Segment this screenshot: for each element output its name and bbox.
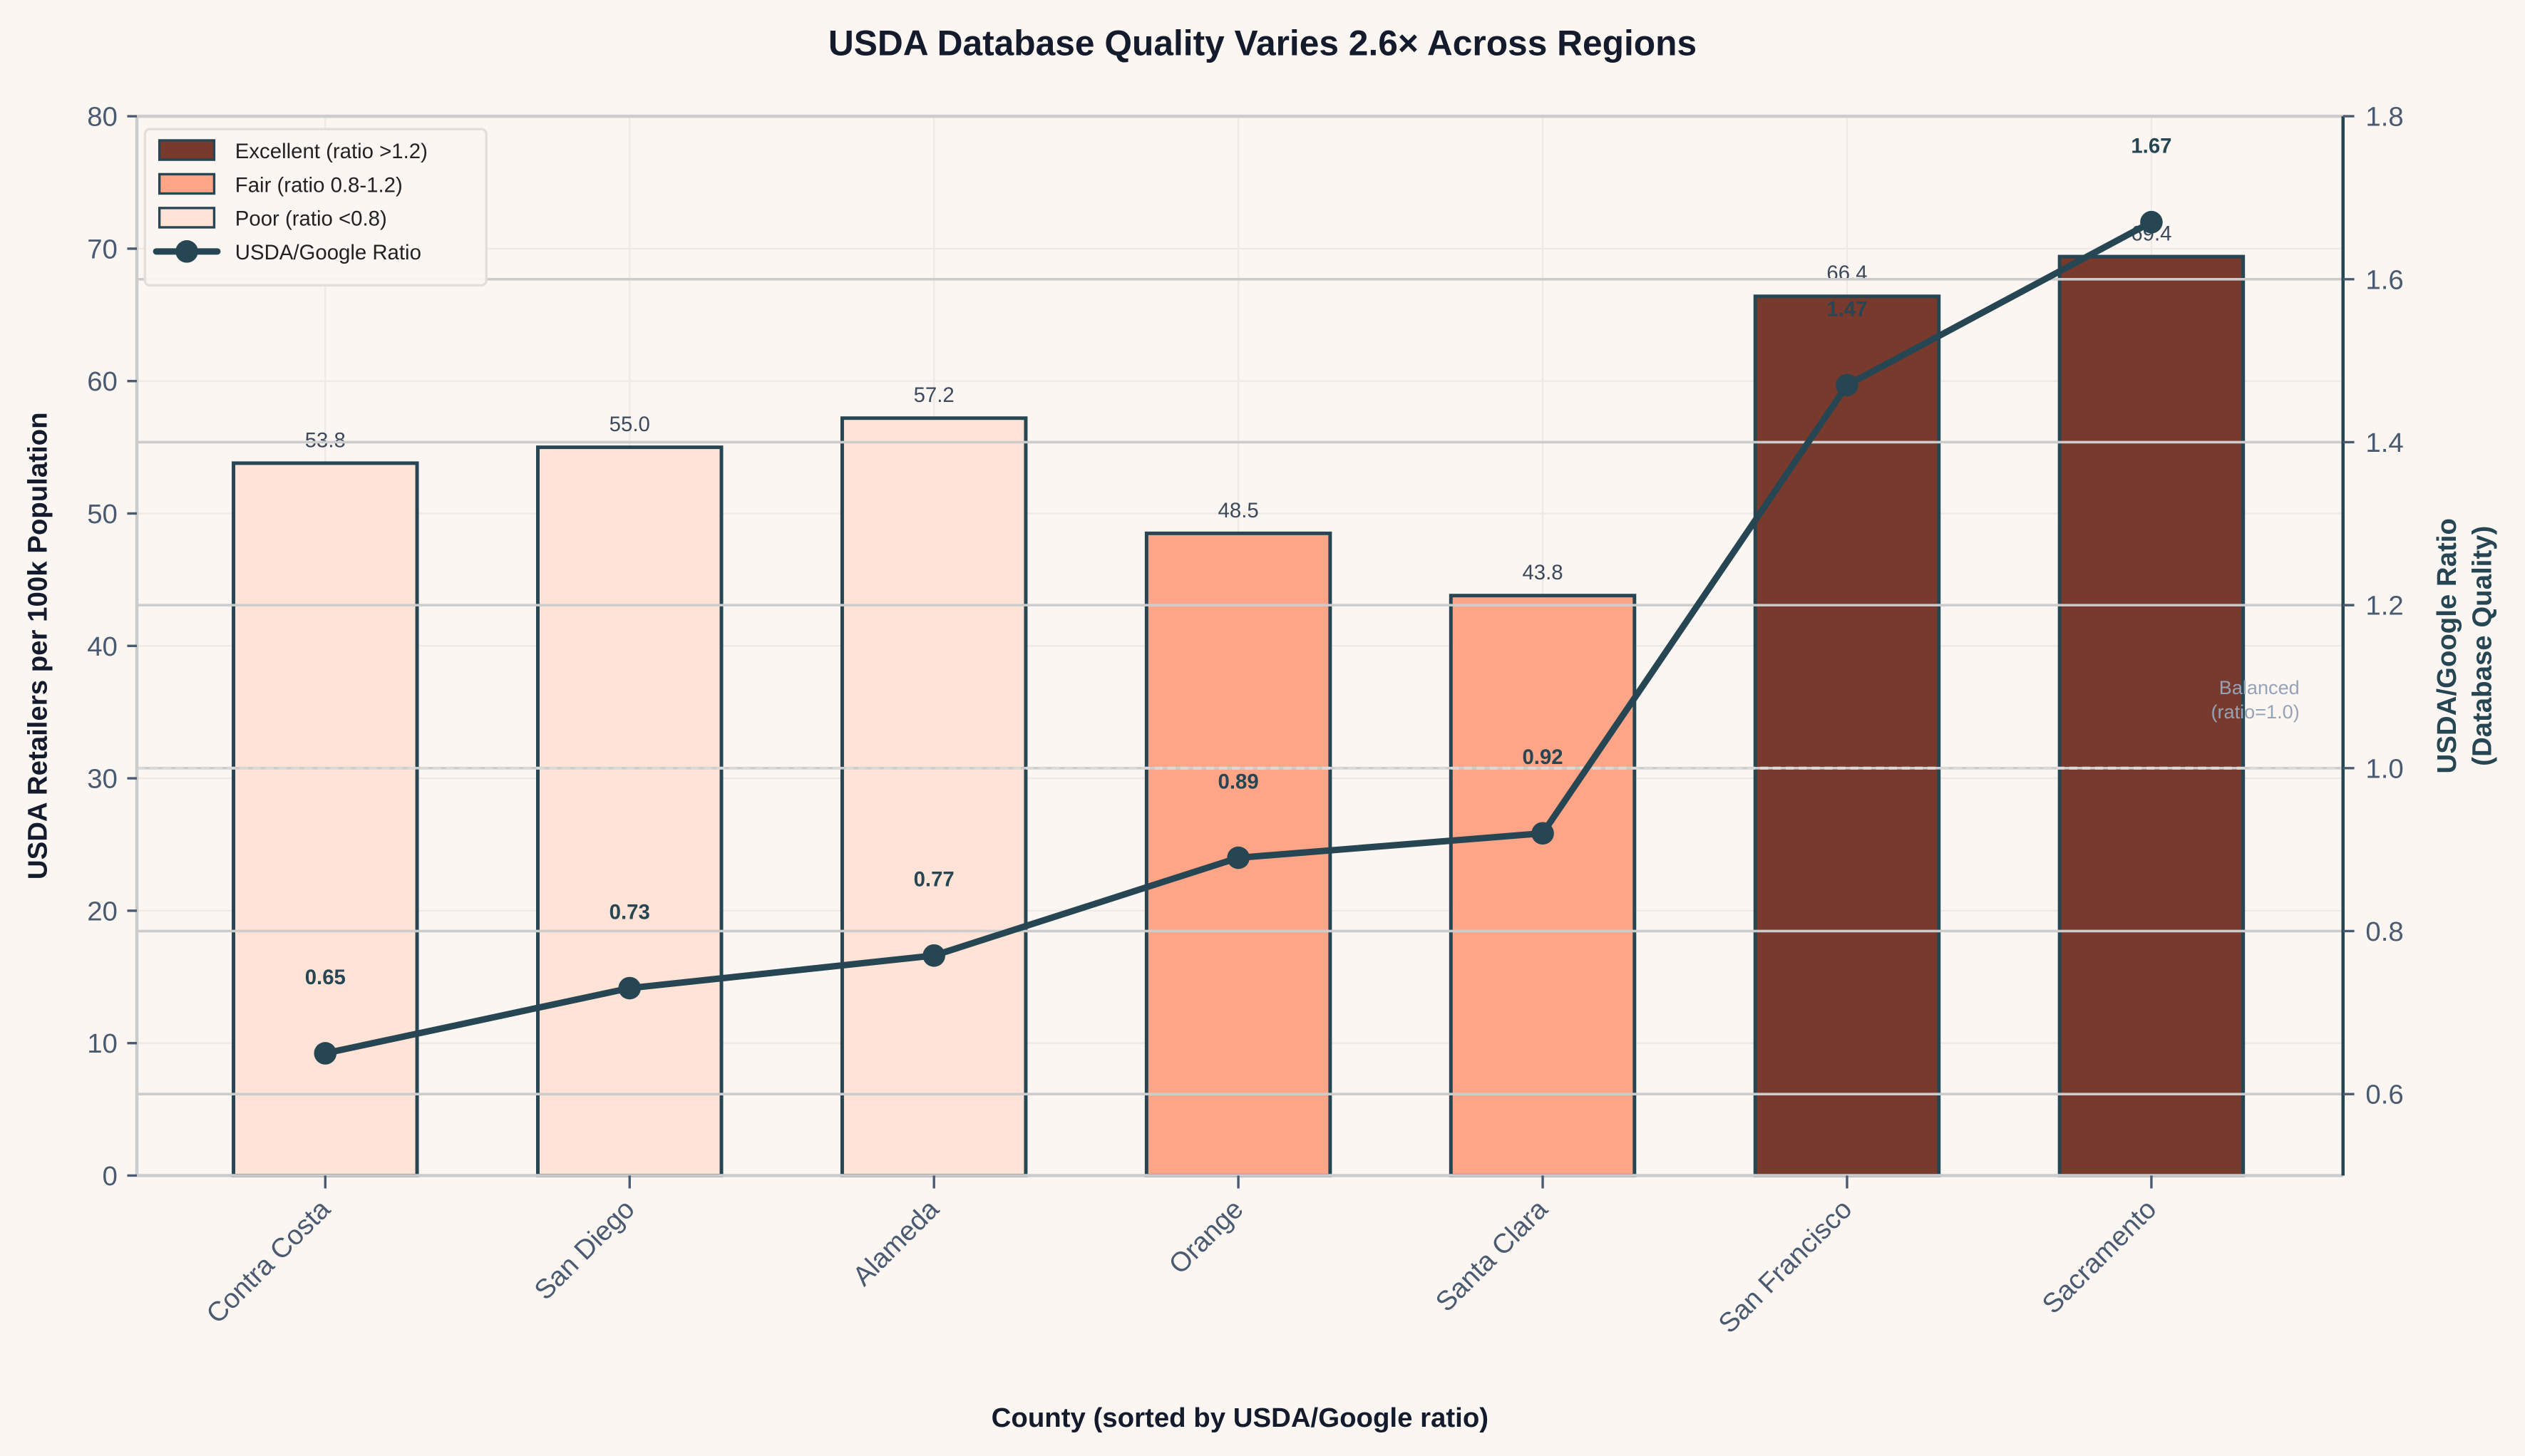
bars: 53.855.057.248.543.866.469.4 xyxy=(232,222,2246,1177)
x-tick-label: San Diego xyxy=(528,1194,640,1306)
ratio-value-label: 0.73 xyxy=(610,900,650,924)
legend-label-excellent: Excellent (ratio >1.2) xyxy=(235,140,428,163)
ratio-line-group: 0.65 0.73 0.77 0.89 0.92 1.47 1.67 xyxy=(137,115,2343,1095)
y-tick-label: 80 xyxy=(87,102,118,133)
x-tick-label: Sacramento xyxy=(2037,1194,2163,1320)
y2-axis-label-line1: USDA/Google Ratio xyxy=(2432,518,2462,773)
y-tick-label: 70 xyxy=(87,234,118,264)
ratio-point xyxy=(618,976,642,1000)
y2-tick-label: 1.4 xyxy=(2365,428,2403,458)
legend-label-line: USDA/Google Ratio xyxy=(235,241,421,264)
y-tick-label: 50 xyxy=(87,499,118,530)
ratio-value-label: 1.47 xyxy=(1826,297,1867,321)
y-tick-label: 20 xyxy=(87,896,118,926)
ratio-value-label: 0.92 xyxy=(1522,745,1563,769)
y2-tick-label: 0.6 xyxy=(2365,1080,2403,1110)
bar-alameda xyxy=(840,416,1028,1177)
bar-value-label: 57.2 xyxy=(914,383,955,407)
y-tick-label: 0 xyxy=(103,1161,118,1192)
x-tick-label: Contra Costa xyxy=(200,1194,336,1330)
legend-marker xyxy=(175,240,198,263)
reference-line-label-2: (ratio=1.0) xyxy=(2211,701,2300,723)
y-tick-label: 40 xyxy=(87,631,118,662)
ratio-value-label: 0.89 xyxy=(1218,770,1259,793)
ratio-point xyxy=(1531,822,1554,845)
bar-santa-clara xyxy=(1449,594,1637,1177)
bar-san-diego xyxy=(535,445,724,1177)
bar-value-label: 48.5 xyxy=(1218,499,1259,522)
ratio-value-label: 0.77 xyxy=(914,868,955,892)
ratio-point xyxy=(922,944,945,967)
bar-sacramento xyxy=(2057,254,2246,1177)
x-tick-label: San Francisco xyxy=(1712,1194,1858,1339)
y-tick-label: 60 xyxy=(87,366,118,397)
bar-contra-costa xyxy=(232,461,419,1177)
y2-tick-label: 1.8 xyxy=(2365,102,2403,133)
y-axis-label: USDA Retailers per 100k Population xyxy=(23,412,53,879)
ratio-value-label: 0.65 xyxy=(305,966,346,989)
bar-san-francisco xyxy=(1753,294,1941,1177)
ratio-point xyxy=(2140,210,2163,234)
y-tick-label: 10 xyxy=(87,1028,118,1059)
y2-tick-label: 1.2 xyxy=(2365,591,2403,621)
legend-swatch-excellent xyxy=(158,139,216,161)
legend-frame xyxy=(143,128,488,286)
y2-tick-label: 1.0 xyxy=(2365,753,2403,784)
ratio-point xyxy=(1836,373,1858,397)
ratio-value-label: 1.67 xyxy=(2131,135,2171,158)
ratio-point xyxy=(314,1042,337,1065)
bar-value-label: 66.4 xyxy=(1826,262,1867,285)
legend-swatch-fair xyxy=(158,172,216,195)
chart-title: USDA Database Quality Varies 2.6× Across… xyxy=(828,23,1697,63)
x-tick-label: Orange xyxy=(1163,1194,1250,1280)
y2-tick-label: 0.8 xyxy=(2365,917,2403,947)
y2-axis-label-line2: (Database Quality) xyxy=(2467,526,2498,766)
bar-value-label: 43.8 xyxy=(1522,561,1563,584)
legend: Excellent (ratio >1.2) Fair (ratio 0.8-1.… xyxy=(143,128,488,286)
ratio-point xyxy=(1227,846,1250,869)
bar-value-label: 55.0 xyxy=(610,413,650,436)
legend-label-poor: Poor (ratio <0.8) xyxy=(235,207,387,231)
legend-label-fair: Fair (ratio 0.8-1.2) xyxy=(235,173,403,197)
y-tick-label: 30 xyxy=(87,764,118,795)
reference-line-label-1: Balanced xyxy=(2219,676,2300,698)
bar-value-label: 53.8 xyxy=(305,428,346,452)
x-axis-label: County (sorted by USDA/Google ratio) xyxy=(992,1403,1488,1433)
x-tick-label: Alameda xyxy=(847,1194,945,1292)
x-tick-label: Santa Clara xyxy=(1430,1194,1554,1318)
legend-swatch-poor xyxy=(158,207,216,229)
y2-tick-label: 1.6 xyxy=(2365,264,2403,295)
